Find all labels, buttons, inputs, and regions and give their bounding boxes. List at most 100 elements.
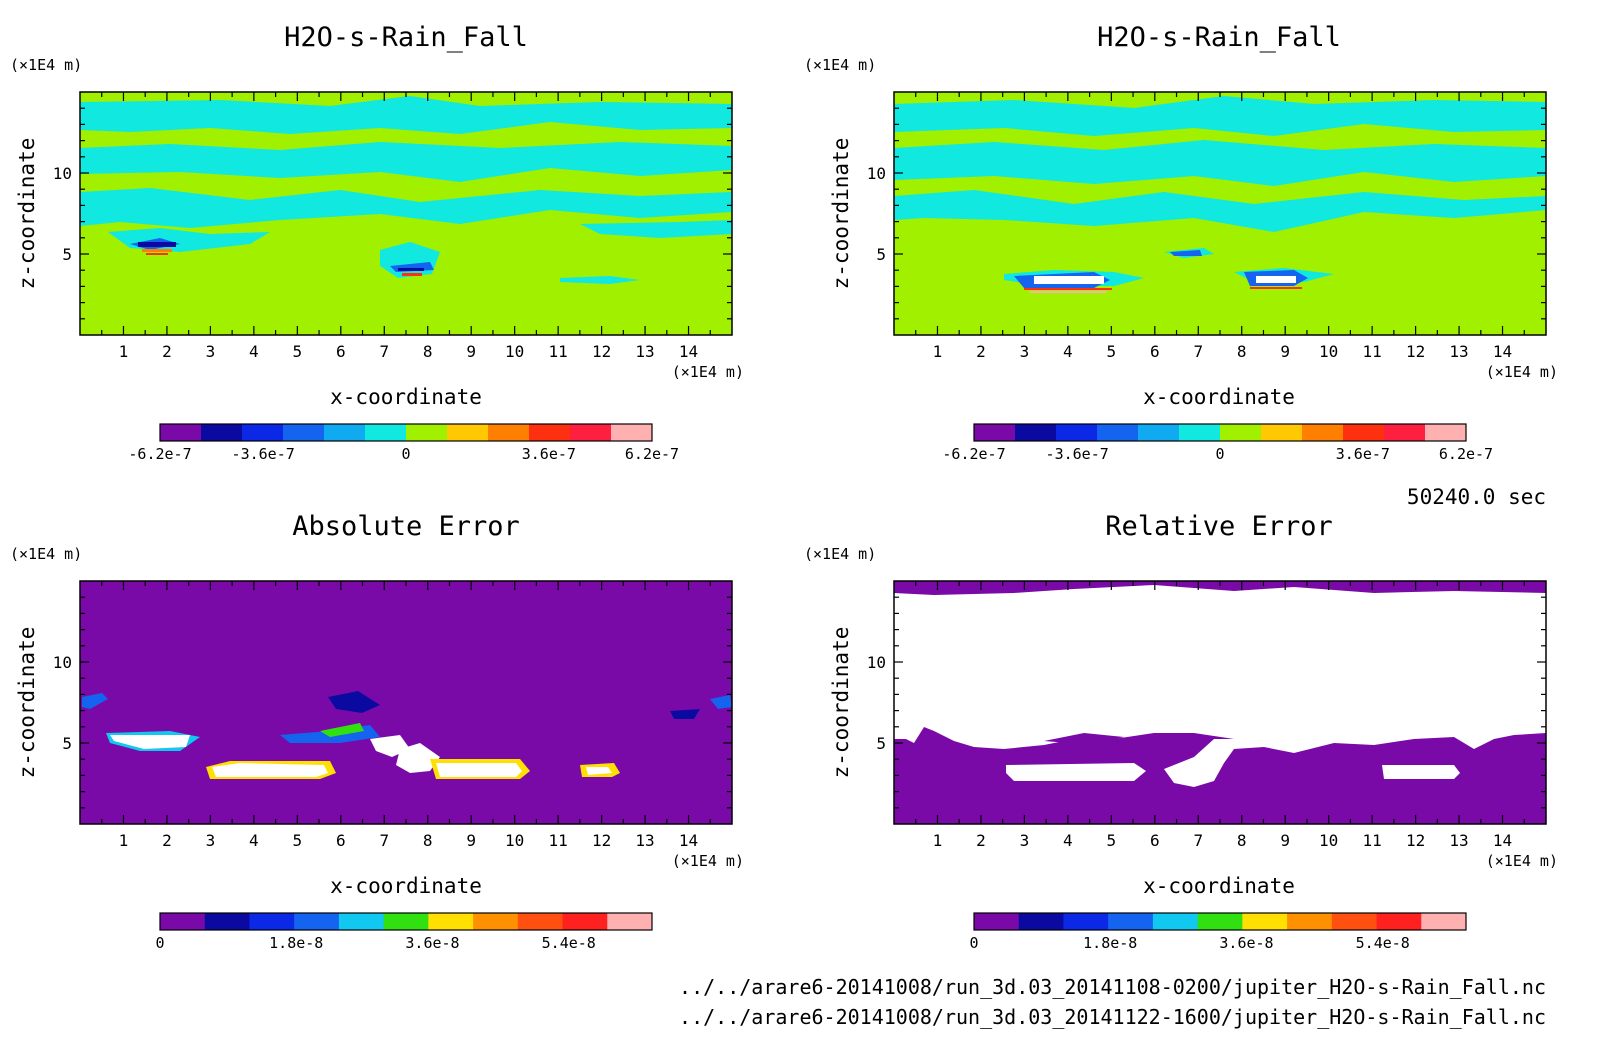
panel-4-x-tick-label: 10 <box>1319 831 1338 850</box>
panel-3-colorbar: 0 1.8e-8 3.6e-8 5.4e-8 <box>155 912 653 952</box>
panel-1-x-tick-label: 12 <box>592 342 611 361</box>
panel-2-y-unit: (×1E4 m) <box>804 56 876 74</box>
panel-3-y-tick-label: 5 <box>62 734 72 753</box>
panel-4-colorbar-swatch <box>1242 913 1288 930</box>
panel-2-colorbar-swatch <box>1179 424 1221 441</box>
panel-3-x-tick-label: 9 <box>466 831 476 850</box>
panel-1-plot-area <box>80 92 732 335</box>
panel-2-colorbar-swatch <box>1302 424 1344 441</box>
panel-1-colorbar-swatch <box>242 424 284 441</box>
panel-2-colorbar-frame <box>973 423 1467 442</box>
panel-4-colorbar-swatch <box>1376 913 1422 930</box>
panel-1-title: H2O-s-Rain_Fall <box>284 22 528 53</box>
time-label: 50240.0 sec <box>1407 485 1546 509</box>
panel-1-colorbar-label: 0 <box>401 445 410 463</box>
panel-1-x-tick-label: 4 <box>249 342 259 361</box>
panel-3-x-tick-label: 13 <box>635 831 654 850</box>
panel-1-colorbar-swatch <box>406 424 448 441</box>
panel-2-colorbar-swatch <box>1138 424 1180 441</box>
panel-4-colorbar-swatch <box>1421 913 1467 930</box>
panel-2-x-unit: (×1E4 m) <box>1486 363 1558 381</box>
panel-3-colorbar-swatch <box>204 913 250 930</box>
panel-1-x-tick-label: 6 <box>336 342 346 361</box>
panel-4-title: Relative Error <box>1105 511 1333 542</box>
panel-3-colorbar-swatch <box>517 913 564 930</box>
panel-3-x-tick-label: 8 <box>423 831 433 850</box>
panel-4-x-tick-label: 5 <box>1107 831 1117 850</box>
panel-3-x-tick-label: 2 <box>162 831 172 850</box>
panel-2-x-tick-label: 2 <box>976 342 986 361</box>
panel-2-colorbar-swatch <box>1220 424 1262 441</box>
panel-4-frame <box>893 580 1547 825</box>
panel-1-colorbar: -6.2e-7 -3.6e-7 0 3.6e-7 6.2e-7 <box>128 423 679 463</box>
panel-4-colorbar-swatch <box>1152 913 1199 930</box>
panel-3-y-label: z-coordinate <box>15 627 39 779</box>
panel-2-x-tick-label: 8 <box>1237 342 1247 361</box>
panel-1-frame <box>79 91 733 336</box>
panel-1-colorbar-swatch <box>529 424 571 441</box>
panel-2-colorbar-swatch <box>974 424 1016 441</box>
panel-2-x-label: x-coordinate <box>1143 385 1295 409</box>
panel-2-colorbar-swatch <box>1425 424 1467 441</box>
panel-2-x-tick-label: 12 <box>1406 342 1425 361</box>
panel-2-x-tick-label: 10 <box>1319 342 1338 361</box>
panel-4-y-tick-label: 5 <box>876 734 886 753</box>
panel-2-colorbar: -6.2e-7 -3.6e-7 0 3.6e-7 6.2e-7 <box>942 423 1493 463</box>
panel-3-x-tick-label: 1 <box>119 831 129 850</box>
panel-3-colorbar-label: 0 <box>155 934 164 952</box>
panel-1-colorbar-swatch <box>611 424 653 441</box>
panel-3-x-tick-label: 5 <box>293 831 303 850</box>
panel-1-x-tick-label: 2 <box>162 342 172 361</box>
file-path-2: ../../arare6-20141008/run_3d.03_20141122… <box>679 1005 1546 1029</box>
panel-2-title: H2O-s-Rain_Fall <box>1097 22 1341 53</box>
panel-2-plot-area <box>894 92 1546 335</box>
panel-3-colorbar-swatch <box>473 913 519 930</box>
panel-1-y-tick-label: 5 <box>62 245 72 264</box>
panel-2-x-tick-label: 9 <box>1280 342 1290 361</box>
panel-3-x-tick-label: 6 <box>336 831 346 850</box>
panel-4-colorbar-frame <box>973 912 1467 931</box>
panel-2-x-tick-label: 1 <box>933 342 943 361</box>
panel-2-x-tick-label: 11 <box>1363 342 1382 361</box>
panel-4-colorbar-swatch <box>1197 913 1243 930</box>
panel-3-colorbar-swatch <box>249 913 295 930</box>
panel-1-x-tick-label: 13 <box>635 342 654 361</box>
panel-4-x-tick-label: 7 <box>1193 831 1203 850</box>
panel-4-colorbar-swatch <box>1287 913 1333 930</box>
panel-1-x-tick-label: 14 <box>679 342 698 361</box>
panel-3-frame <box>79 580 733 825</box>
panel-4-x-tick-label: 11 <box>1363 831 1382 850</box>
panel-4-y-tick-label: 10 <box>867 653 886 672</box>
panel-2-colorbar-swatch <box>1056 424 1098 441</box>
panel-1-colorbar-swatch <box>447 424 489 441</box>
panel-1-y-tick-label: 10 <box>53 164 72 183</box>
panel-2-colorbar-label: 6.2e-7 <box>1439 445 1493 463</box>
panel-4-x-tick-label: 12 <box>1406 831 1425 850</box>
panel-2-colorbar-swatch <box>1343 424 1385 441</box>
panel-1-x-tick-label: 3 <box>206 342 216 361</box>
panel-1-colorbar-swatch <box>324 424 366 441</box>
panel-3-background-field <box>80 581 732 824</box>
panel-1-x-tick-label: 7 <box>379 342 389 361</box>
panel-3-colorbar-swatch <box>338 913 385 930</box>
panel-4-x-tick-label: 2 <box>976 831 986 850</box>
panel-3-y-tick-label: 10 <box>53 653 72 672</box>
panel-2-frame <box>893 91 1547 336</box>
panel-1-colorbar-label: 3.6e-7 <box>522 445 576 463</box>
panel-1-colorbar-swatch <box>570 424 612 441</box>
panel-1-y-unit: (×1E4 m) <box>10 56 82 74</box>
panel-1-x-tick-label: 10 <box>505 342 524 361</box>
panel-4-colorbar-swatch <box>1331 913 1378 930</box>
panel-1-colorbar-label: -6.2e-7 <box>128 445 191 463</box>
panel-3-x-tick-label: 12 <box>592 831 611 850</box>
panel-1-colorbar-frame <box>159 423 653 442</box>
file-path-1: ../../arare6-20141008/run_3d.03_20141108… <box>679 975 1546 999</box>
panel-4-x-tick-label: 1 <box>933 831 943 850</box>
panel-3-x-tick-label: 11 <box>549 831 568 850</box>
panel-2-y-label: z-coordinate <box>829 138 853 290</box>
panel-4-plot-area <box>894 581 1546 824</box>
panel-2-y-tick-label: 5 <box>876 245 886 264</box>
